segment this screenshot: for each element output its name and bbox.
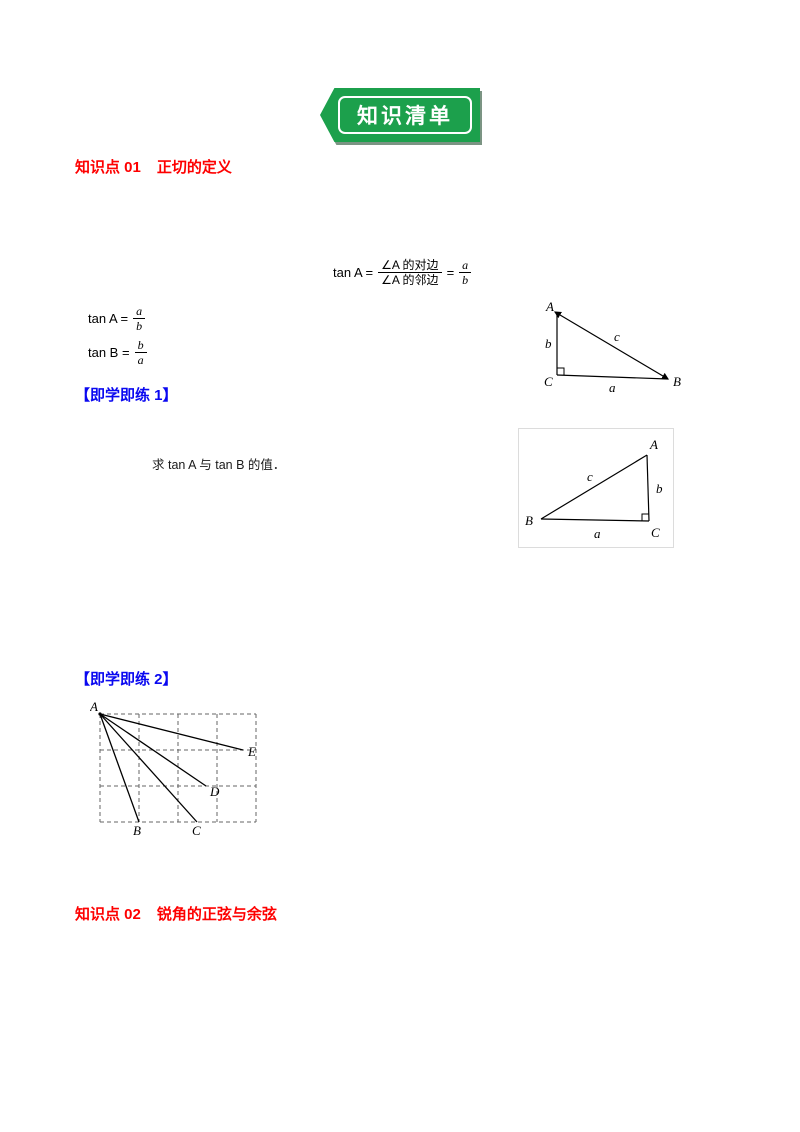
triangle2-label-a: a xyxy=(594,526,601,541)
grid-label-B: B xyxy=(133,823,141,838)
formula-fraction-letters: a b xyxy=(459,258,472,288)
triangle2-label-b: b xyxy=(656,481,663,496)
kp2-label: 知识点 02 xyxy=(75,906,141,923)
triangle1-side-a xyxy=(556,374,669,380)
banner-inner-frame: 知识清单 xyxy=(338,96,472,134)
grid-label-D: D xyxy=(209,784,220,799)
grid-label-A: A xyxy=(90,700,98,714)
triangle-figure-2: A c b B a C xyxy=(518,428,674,548)
tan-b-denominator: a xyxy=(137,353,144,368)
triangle1-hypotenuse xyxy=(553,311,670,380)
triangle2-hypotenuse xyxy=(540,454,648,520)
triangle1-label-A: A xyxy=(545,300,554,314)
triangle2-label-A: A xyxy=(649,437,658,452)
kp1-label: 知识点 01 xyxy=(75,159,141,176)
practice1-heading: 【即学即练 1】 xyxy=(75,387,178,404)
practice1-question: 求 tan A 与 tan B 的值． xyxy=(152,458,286,472)
tan-b-lhs: tan B = xyxy=(88,345,130,361)
triangle2-side-b xyxy=(646,454,650,522)
triangle1-label-B: B xyxy=(673,374,681,389)
section-kp1-heading: 知识点 01 正切的定义 xyxy=(75,156,232,177)
triangle1-label-c: c xyxy=(614,329,620,344)
formula-lhs: tan A = xyxy=(333,265,374,281)
tan-a-lhs: tan A = xyxy=(88,311,129,327)
triangle-figure-1: A b c C a B xyxy=(538,299,683,396)
banner-shape: 知识清单 xyxy=(320,88,480,142)
banner-title: 知识清单 xyxy=(357,105,453,128)
practice2-heading: 【即学即练 2】 xyxy=(75,671,178,688)
kp1-title: 正切的定义 xyxy=(156,159,232,176)
grid-label-C: C xyxy=(192,823,201,838)
kp2-title: 锐角的正弦与余弦 xyxy=(156,906,277,923)
tangent-definition-formula: tan A = ∠A 的对边 ∠A 的邻边 = a b xyxy=(333,258,472,288)
rays-from-A xyxy=(99,713,244,823)
tan-b-fraction: b a xyxy=(134,338,147,368)
triangle2-label-C: C xyxy=(651,525,660,540)
formula-equals: = xyxy=(446,265,455,281)
tan-a-formula: tan A = a b xyxy=(88,304,146,334)
triangle1-label-b: b xyxy=(545,336,552,351)
tan-b-formula: tan B = b a xyxy=(88,338,147,368)
grid-figure: A E D C B xyxy=(89,699,262,840)
formula-denominator-letter: b xyxy=(462,273,469,288)
triangle2-label-B: B xyxy=(525,513,533,528)
tan-a-denominator: b xyxy=(136,319,143,334)
triangle2-side-a xyxy=(540,518,650,522)
grid-label-E: E xyxy=(247,744,256,759)
triangle1-label-a: a xyxy=(609,380,616,395)
tan-a-numerator: a xyxy=(133,304,146,320)
formula-numerator-letter: a xyxy=(459,258,472,274)
right-angle-mark xyxy=(557,367,565,375)
dashed-grid-lines xyxy=(99,713,257,823)
tan-b-numerator: b xyxy=(134,338,147,354)
triangle-figure-1-svg: A b c C a B xyxy=(544,299,681,395)
formula-numerator: ∠A 的对边 xyxy=(378,258,442,274)
knowledge-banner: 知识清单 xyxy=(320,88,480,142)
tan-a-fraction: a b xyxy=(133,304,146,334)
triangle2-label-c: c xyxy=(587,469,593,484)
triangle1-label-C: C xyxy=(544,374,553,389)
right-angle-mark xyxy=(641,513,649,521)
point-A xyxy=(98,712,102,716)
section-kp2-heading: 知识点 02 锐角的正弦与余弦 xyxy=(75,903,277,924)
grid-figure-svg: A E D C B xyxy=(89,699,257,838)
formula-denominator: ∠A 的邻边 xyxy=(381,273,439,288)
formula-fraction-words: ∠A 的对边 ∠A 的邻边 xyxy=(378,258,442,288)
triangle-figure-2-svg: A c b B a C xyxy=(525,437,663,541)
